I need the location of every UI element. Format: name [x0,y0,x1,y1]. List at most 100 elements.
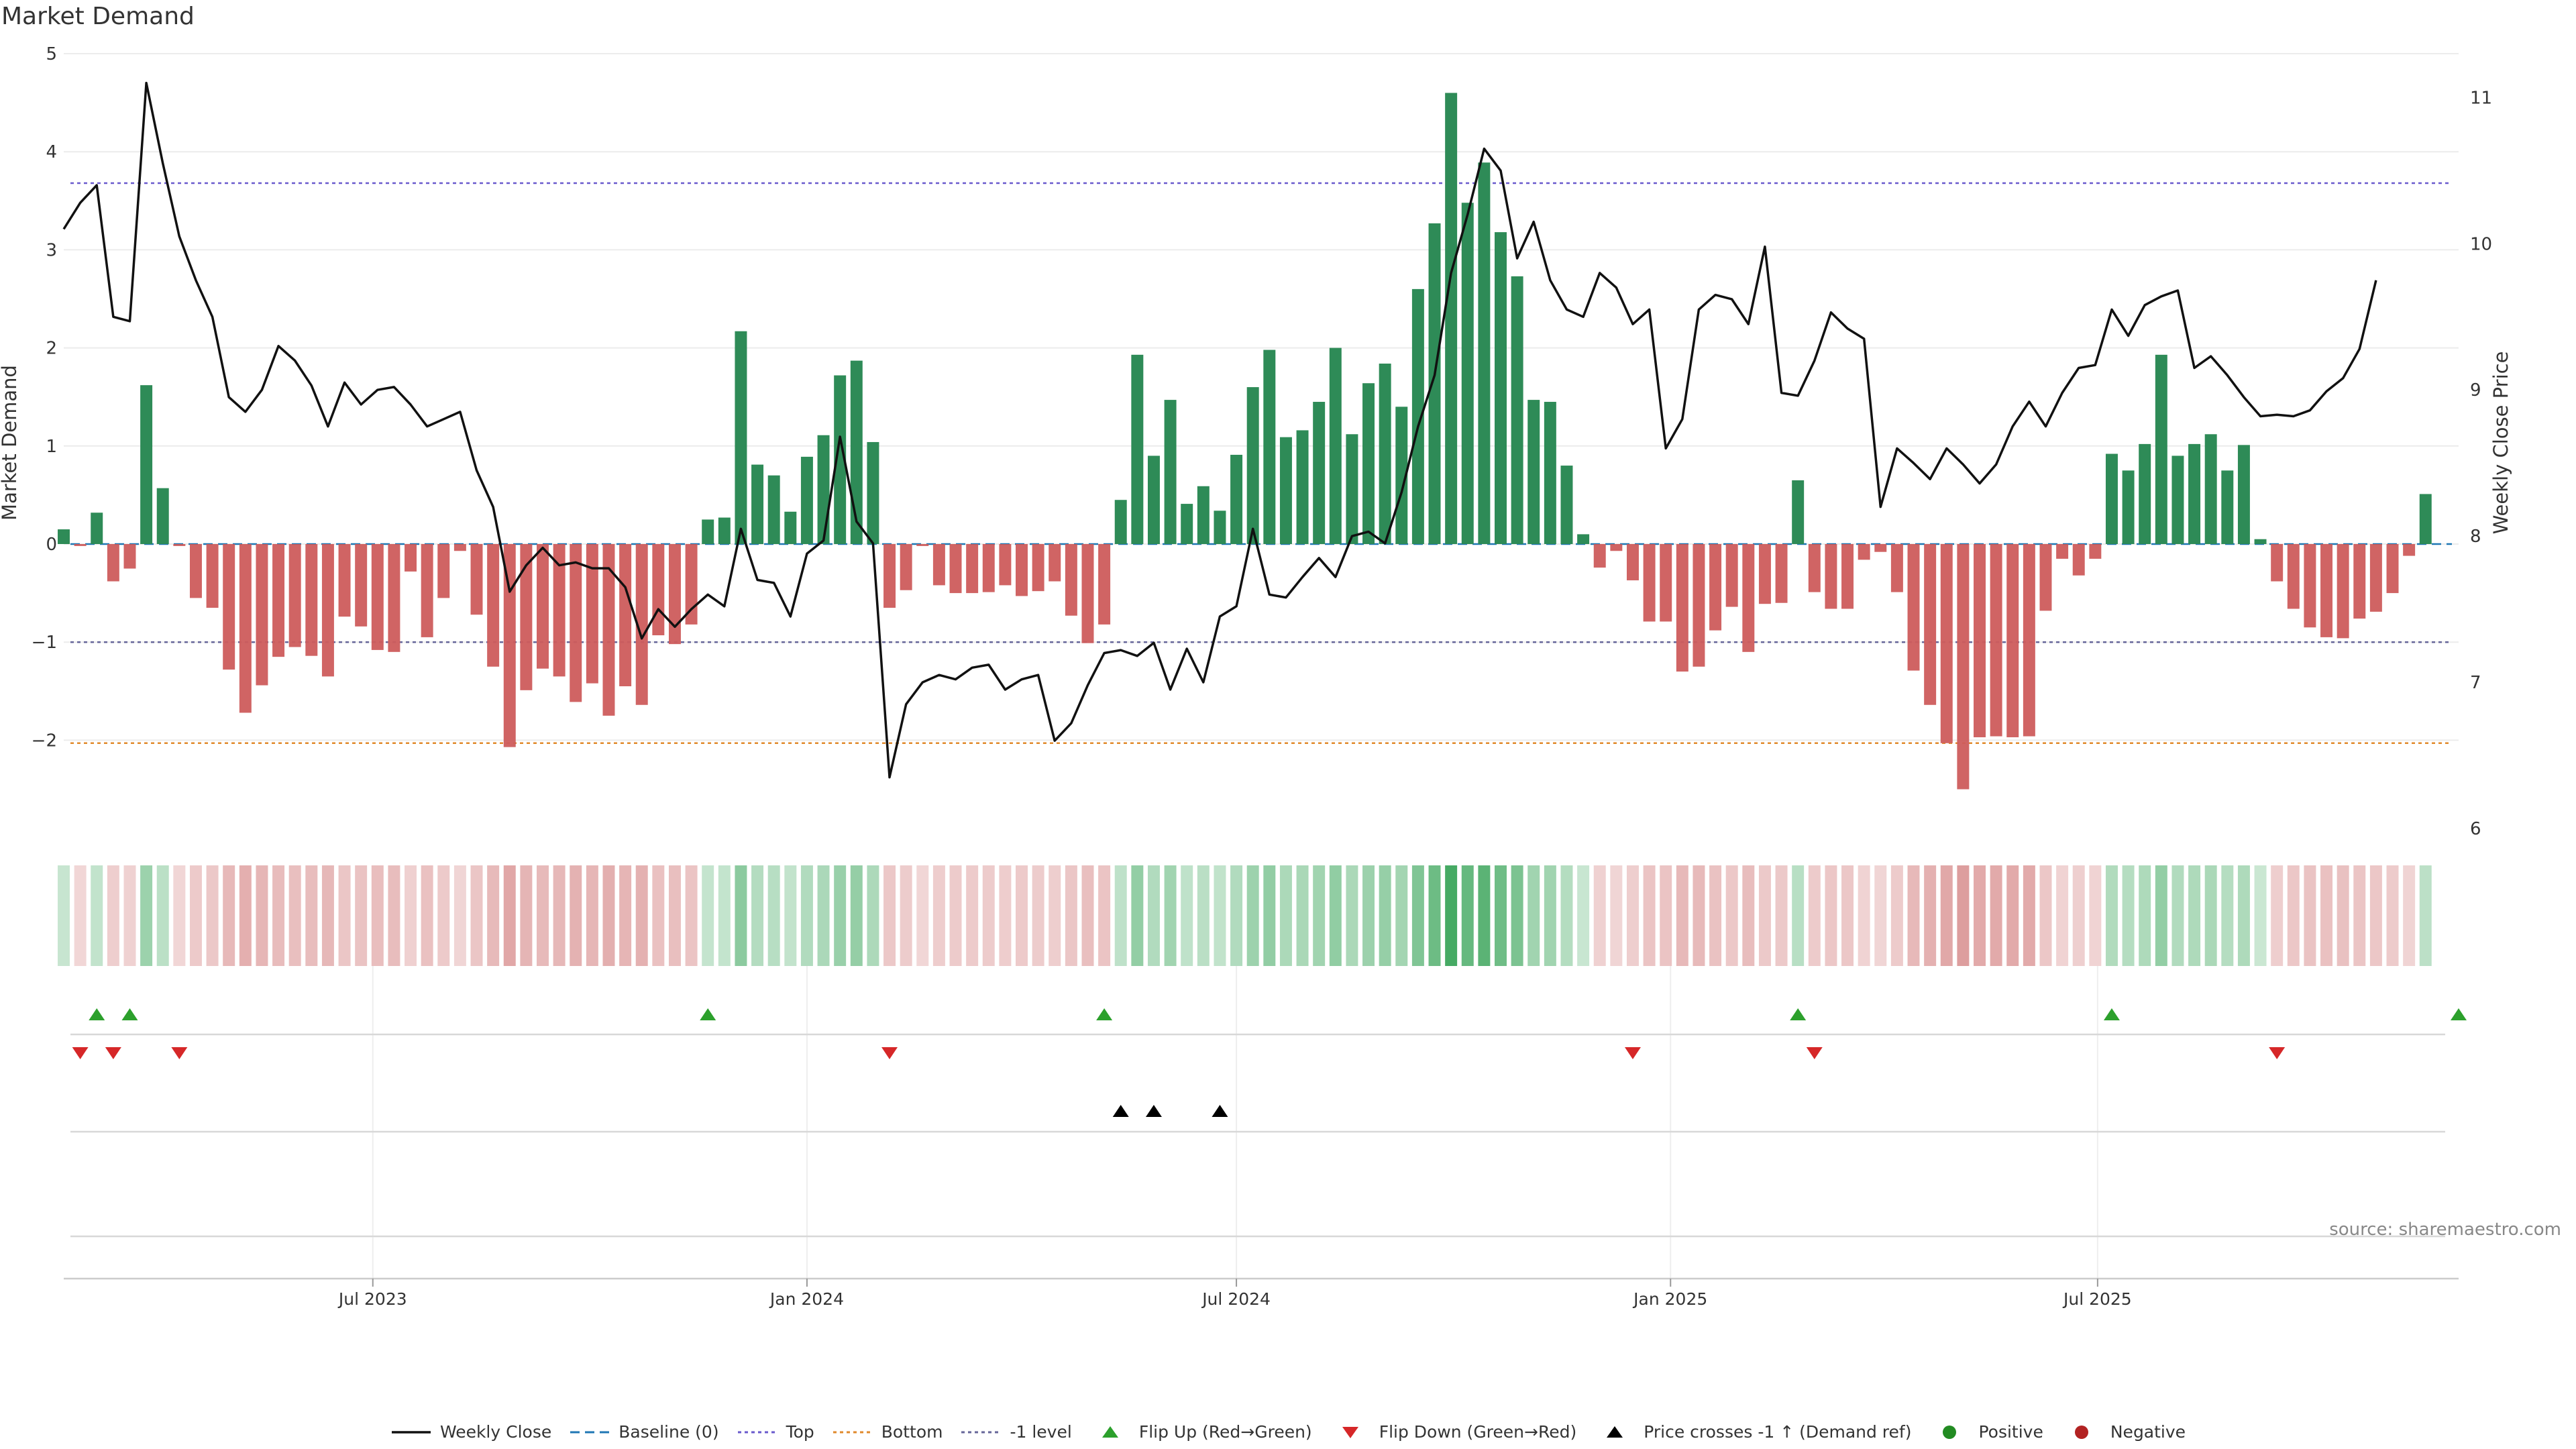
demand-bar [718,517,731,545]
heat-cell [751,865,764,966]
demand-bar [1445,93,1458,545]
flip-down-marker [72,1047,89,1059]
heat-cell [949,865,962,966]
heat-cell [1758,865,1771,966]
heat-cell [2386,865,2399,966]
heat-cell [1709,865,1722,966]
heat-cell [2221,865,2234,966]
triangle-down-icon [1342,1426,1358,1438]
demand-bar [2271,544,2284,582]
demand-bar [2072,544,2085,576]
demand-bar [2023,544,2035,737]
demand-bar [1676,544,1688,672]
demand-bar [1478,162,1491,545]
legend-label: Weekly Close [439,1422,552,1442]
heat-cell [1527,865,1540,966]
heat-cell [2039,865,2052,966]
heat-cell [2122,865,2135,966]
y-tick-label: 2 [46,339,57,359]
demand-bar [206,544,219,608]
y-tick-label: −1 [32,633,57,653]
demand-bar [1758,544,1771,604]
legend-item: Flip Down (Green→Red) [1330,1422,1576,1442]
demand-bar [784,511,797,545]
demand-bar [405,544,417,572]
heat-cell [1313,865,1326,966]
demand-bar [1131,354,1144,545]
heat-cell [2271,865,2284,966]
heat-cell [223,865,235,966]
demand-bar [1329,347,1342,545]
flip-up-marker [2451,1008,2467,1020]
demand-bar [1511,276,1523,545]
heat-cell [1164,865,1177,966]
flip-down-marker [105,1047,121,1059]
flip-down-marker [2269,1047,2286,1059]
legend-item: Flip Up (Red→Green) [1089,1422,1312,1442]
demand-bar [1577,534,1590,545]
heat-cell [272,865,285,966]
demand-bar [2171,455,2184,545]
demand-bar [1940,544,1953,743]
heat-cell [91,865,103,966]
line-dotted-icon [833,1431,872,1433]
demand-bar [2254,539,2267,545]
legend-item: Bottom [832,1422,943,1442]
heat-cell [2320,865,2333,966]
y2-tick-label: 8 [2470,527,2481,547]
demand-bar [437,544,450,598]
demand-bar [1924,544,1937,705]
heat-cell [2023,865,2035,966]
demand-bar [1907,544,1920,671]
heat-cell [1147,865,1160,966]
heat-cell [1246,865,1259,966]
demand-bar [1890,544,1903,592]
demand-bar [1527,400,1540,545]
heat-cell [800,865,813,966]
demand-heat-strip [58,865,2432,966]
demand-bar [1693,544,1705,667]
demand-bar [1742,544,1755,652]
heat-cell [503,865,516,966]
triangle-up-icon [1607,1426,1623,1438]
heat-cell [2369,865,2382,966]
y-tick-label: 1 [46,437,57,457]
demand-bar [1610,544,1623,551]
heat-cell [487,865,500,966]
demand-bar [2237,445,2250,545]
heat-cell [1792,865,1805,966]
heat-cell [916,865,929,966]
heat-cell [702,865,714,966]
flip-down-marker [171,1047,188,1059]
legend-item: Price crosses -1 ↑ (Demand ref) [1594,1422,1911,1442]
demand-bar [932,544,945,586]
heat-cell [2419,865,2432,966]
heat-cell [520,865,533,966]
heat-cell [305,865,318,966]
y2-tick-label: 6 [2470,819,2481,839]
demand-bar [1016,544,1028,596]
demand-bar [1974,544,1986,738]
flip-down-marker [881,1047,898,1059]
heat-cell [602,865,615,966]
demand-bar [1725,544,1738,607]
heat-cell [1362,865,1375,966]
flip-up-marker [700,1008,716,1020]
heat-cell [1643,865,1656,966]
heat-cell [2353,865,2366,966]
heat-cell [735,865,747,966]
heat-cell [1395,865,1408,966]
demand-bar [239,544,252,713]
demand-bar [619,544,632,687]
weekly-close-line [62,81,2377,779]
demand-bar [520,544,533,690]
heat-cell [1890,865,1903,966]
heat-cell [1478,865,1491,966]
heat-cell [421,865,433,966]
circle-icon [2074,1425,2088,1439]
heat-cell [685,865,698,966]
heat-cell [2304,865,2316,966]
demand-bar [883,544,896,608]
demand-bar [1346,434,1358,545]
heat-cell [982,865,995,966]
